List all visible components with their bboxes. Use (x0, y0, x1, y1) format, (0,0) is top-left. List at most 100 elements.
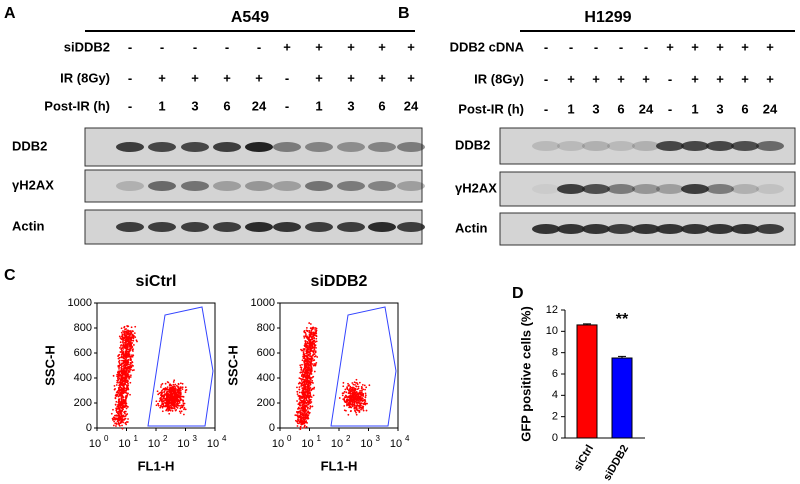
lane-condition: - (128, 70, 132, 85)
x-tick-exponent: 1 (134, 434, 139, 443)
event-dot (359, 389, 362, 392)
event-dot (120, 414, 123, 417)
event-dot (132, 344, 135, 346)
event-dot (122, 341, 124, 344)
event-dot (310, 368, 313, 371)
event-cloud (110, 325, 188, 430)
event-dot (361, 392, 363, 395)
lane-condition: 6 (741, 101, 748, 116)
protein-band (273, 222, 301, 232)
protein-band (557, 184, 585, 194)
event-dot (125, 357, 128, 360)
event-dot (115, 400, 118, 403)
protein-band (557, 141, 585, 151)
event-dot (112, 416, 115, 419)
event-dot (308, 345, 310, 348)
event-dot (167, 381, 170, 384)
event-dot (116, 412, 119, 415)
event-dot (356, 398, 359, 401)
event-dot (130, 337, 133, 339)
event-dot (297, 403, 300, 406)
event-dot (357, 393, 359, 396)
event-dot (303, 396, 305, 399)
event-dot (121, 409, 124, 412)
event-dot (296, 425, 299, 427)
event-dot (306, 347, 309, 350)
event-dot (118, 422, 121, 425)
event-dot (179, 393, 182, 396)
event-dot (126, 366, 129, 368)
event-dot (308, 366, 311, 369)
event-dot (310, 330, 313, 332)
event-dot (360, 387, 363, 390)
lane-condition: + (283, 39, 291, 54)
event-dot (174, 393, 177, 396)
protein-band (368, 142, 396, 152)
event-dot (123, 405, 126, 408)
event-dot (124, 399, 127, 402)
lane-condition: 24 (252, 98, 267, 113)
event-dot (166, 407, 169, 410)
event-dot (309, 391, 311, 394)
event-dot (176, 394, 179, 397)
event-dot (310, 335, 312, 338)
event-dot (311, 405, 314, 408)
lane-condition: + (378, 70, 386, 85)
protein-band (557, 224, 585, 234)
event-dot (304, 383, 307, 386)
event-dot (128, 376, 130, 379)
event-dot (124, 379, 127, 382)
event-dot (311, 381, 313, 384)
event-dot (312, 335, 315, 338)
protein-band (397, 222, 425, 232)
event-dot (346, 387, 348, 390)
event-dot (304, 378, 307, 381)
event-dot (173, 398, 175, 401)
event-dot (132, 364, 134, 367)
event-dot (170, 399, 173, 402)
event-dot (166, 392, 169, 395)
event-dot (126, 395, 128, 397)
event-dot (120, 348, 123, 351)
event-dot (343, 400, 346, 403)
blot-label: Actin (455, 220, 488, 235)
event-dot (368, 384, 371, 387)
event-dot (130, 345, 133, 348)
event-dot (310, 347, 313, 350)
event-dot (308, 330, 311, 332)
event-dot (166, 386, 169, 389)
event-dot (313, 346, 316, 348)
event-dot (126, 384, 128, 386)
protein-band (181, 142, 209, 152)
event-dot (121, 418, 124, 421)
event-dot (178, 396, 180, 399)
event-dot (118, 371, 121, 374)
event-dot (358, 397, 361, 400)
event-dot (303, 392, 306, 395)
y-tick-label: 10 (546, 325, 558, 337)
event-dot (156, 390, 159, 393)
event-dot (305, 420, 308, 422)
event-dot (117, 392, 120, 394)
event-dot (365, 409, 368, 412)
y-tick-label: 2 (552, 411, 558, 423)
event-dot (312, 340, 315, 342)
event-dot (124, 359, 127, 362)
event-dot (113, 384, 116, 387)
event-dot (350, 406, 353, 409)
blot-label: DDB2 (455, 137, 490, 152)
event-dot (122, 421, 125, 424)
event-dot (171, 394, 173, 397)
event-dot (357, 399, 360, 402)
event-dot (360, 386, 363, 388)
event-dot (181, 386, 184, 389)
event-dot (129, 376, 132, 378)
event-dot (117, 361, 120, 363)
event-dot (181, 399, 184, 402)
event-dot (117, 379, 119, 382)
event-dot (298, 388, 301, 391)
event-dot (123, 378, 126, 380)
y-tick-label: 800 (74, 322, 92, 334)
event-dot (353, 407, 356, 410)
event-dot (302, 394, 304, 397)
